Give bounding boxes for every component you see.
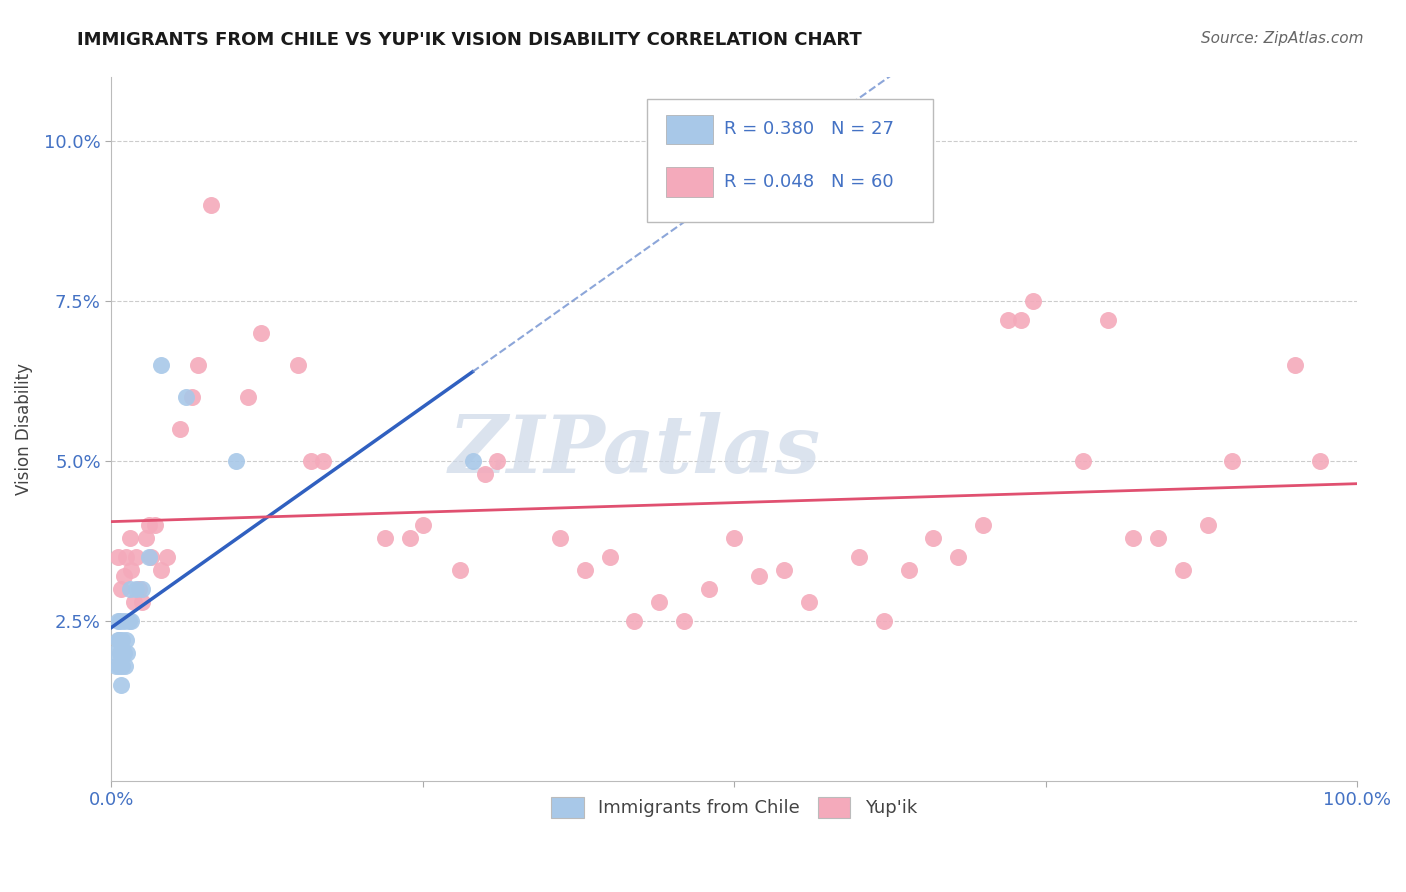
Point xyxy=(112,646,135,660)
Point xyxy=(112,614,135,628)
Point xyxy=(599,550,621,565)
Point xyxy=(107,633,129,648)
FancyBboxPatch shape xyxy=(647,98,934,222)
Point xyxy=(1171,563,1194,577)
Point xyxy=(574,563,596,577)
Point xyxy=(110,646,132,660)
Point xyxy=(773,563,796,577)
Point xyxy=(110,582,132,596)
Point xyxy=(131,582,153,596)
Point xyxy=(972,518,994,533)
Point xyxy=(131,595,153,609)
Point xyxy=(138,550,160,565)
Point xyxy=(150,563,173,577)
FancyBboxPatch shape xyxy=(665,115,713,145)
Point xyxy=(107,633,129,648)
Point xyxy=(449,563,471,577)
Point xyxy=(118,614,141,628)
Point xyxy=(1022,294,1045,309)
Text: ZIPatlas: ZIPatlas xyxy=(449,411,821,489)
Point xyxy=(474,467,496,481)
Point xyxy=(104,646,127,660)
Point xyxy=(107,614,129,628)
Point xyxy=(1284,358,1306,372)
Point xyxy=(150,358,173,372)
Point xyxy=(128,582,150,596)
Point xyxy=(115,550,138,565)
Point xyxy=(125,550,148,565)
Point xyxy=(1122,531,1144,545)
Point xyxy=(797,595,820,609)
Point xyxy=(1197,518,1219,533)
Point xyxy=(174,390,197,404)
Point xyxy=(648,595,671,609)
Point xyxy=(143,518,166,533)
Point xyxy=(1146,531,1168,545)
Point xyxy=(169,422,191,436)
Point xyxy=(486,454,509,468)
Text: Source: ZipAtlas.com: Source: ZipAtlas.com xyxy=(1201,31,1364,46)
Point xyxy=(111,633,134,648)
Point xyxy=(1309,454,1331,468)
Point xyxy=(107,550,129,565)
Text: N = 60: N = 60 xyxy=(831,172,894,191)
Point xyxy=(673,614,696,628)
Point xyxy=(111,658,134,673)
Point xyxy=(1071,454,1094,468)
Point xyxy=(115,633,138,648)
Text: N = 27: N = 27 xyxy=(831,120,894,137)
Point xyxy=(108,646,131,660)
Point xyxy=(412,518,434,533)
Point xyxy=(1222,454,1244,468)
Point xyxy=(117,646,139,660)
Point xyxy=(125,582,148,596)
Point xyxy=(138,518,160,533)
Point xyxy=(872,614,894,628)
Point xyxy=(110,678,132,692)
Point xyxy=(118,582,141,596)
Point xyxy=(249,326,271,341)
Point xyxy=(399,531,422,545)
Point xyxy=(287,358,309,372)
Point xyxy=(181,390,204,404)
Point xyxy=(723,531,745,545)
Y-axis label: Vision Disability: Vision Disability xyxy=(15,363,32,495)
Point xyxy=(107,658,129,673)
Point xyxy=(187,358,209,372)
Point xyxy=(1010,313,1032,327)
Point xyxy=(697,582,720,596)
Point xyxy=(114,658,136,673)
FancyBboxPatch shape xyxy=(665,168,713,197)
Point xyxy=(156,550,179,565)
Point xyxy=(848,550,870,565)
Legend: Immigrants from Chile, Yup'ik: Immigrants from Chile, Yup'ik xyxy=(544,789,924,825)
Point xyxy=(312,454,335,468)
Point xyxy=(120,563,142,577)
Point xyxy=(112,569,135,583)
Point xyxy=(748,569,770,583)
Point xyxy=(623,614,645,628)
Point xyxy=(200,198,222,212)
Text: IMMIGRANTS FROM CHILE VS YUP'IK VISION DISABILITY CORRELATION CHART: IMMIGRANTS FROM CHILE VS YUP'IK VISION D… xyxy=(77,31,862,49)
Text: R = 0.380: R = 0.380 xyxy=(724,120,814,137)
Point xyxy=(238,390,260,404)
Point xyxy=(948,550,970,565)
Point xyxy=(374,531,396,545)
Text: R = 0.048: R = 0.048 xyxy=(724,172,814,191)
Point xyxy=(299,454,322,468)
Point xyxy=(122,595,145,609)
Point xyxy=(897,563,920,577)
Point xyxy=(135,531,157,545)
Point xyxy=(120,614,142,628)
Point xyxy=(225,454,247,468)
Point xyxy=(997,313,1019,327)
Point xyxy=(548,531,571,545)
Point xyxy=(118,531,141,545)
Point xyxy=(922,531,945,545)
Point xyxy=(461,454,484,468)
Point xyxy=(1097,313,1119,327)
Point xyxy=(139,550,162,565)
Point xyxy=(105,658,128,673)
Point xyxy=(108,614,131,628)
